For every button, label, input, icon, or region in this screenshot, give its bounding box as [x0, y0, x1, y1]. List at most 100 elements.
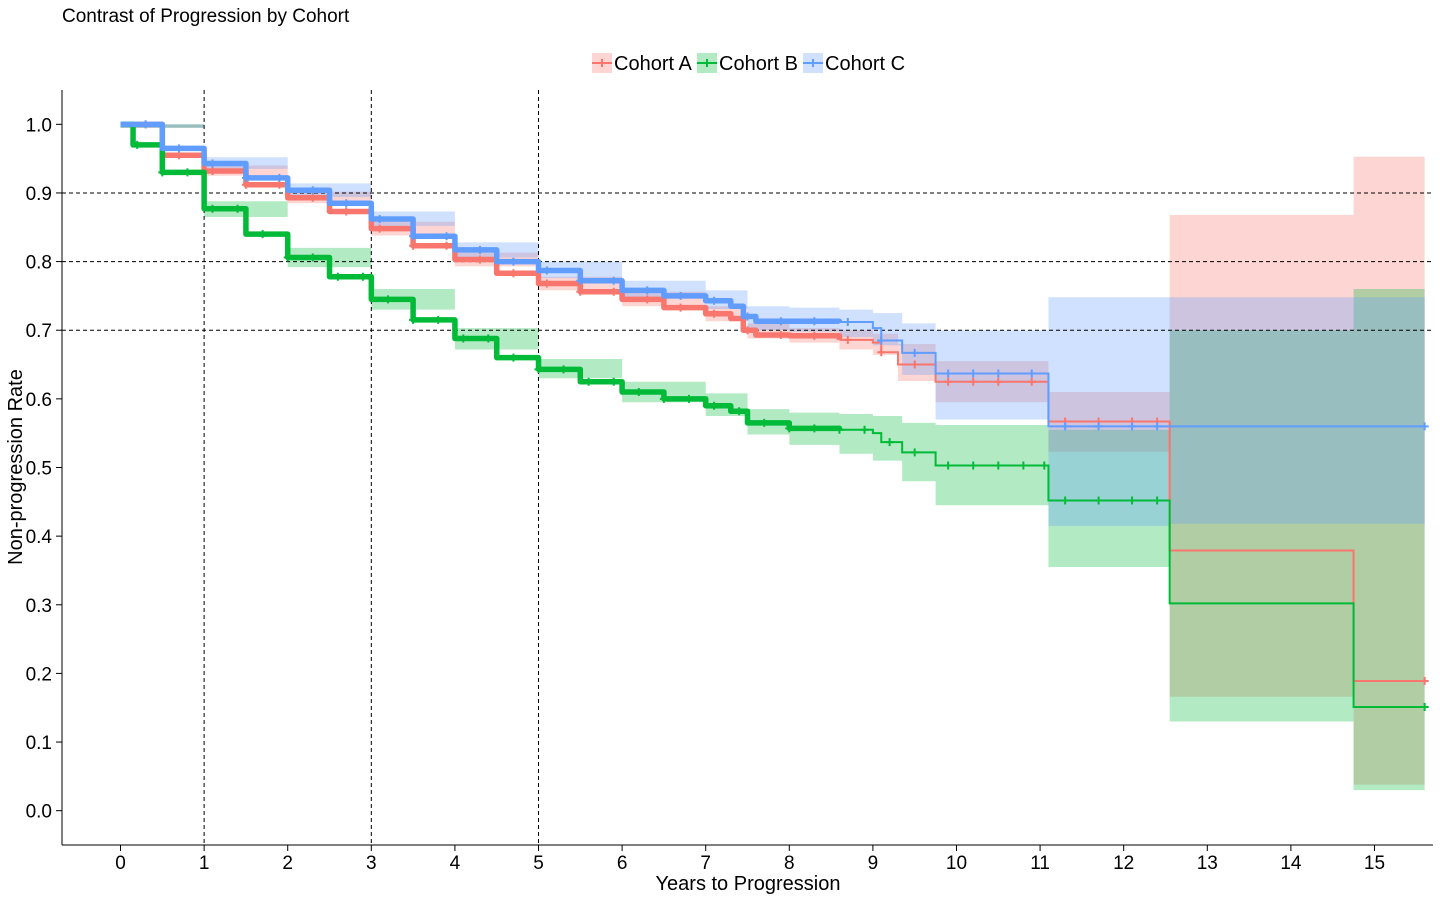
censor-mark: [785, 424, 794, 433]
censor-mark: [743, 326, 752, 335]
y-tick-label: 0.4: [26, 527, 53, 548]
censor-mark: [994, 377, 1003, 386]
censor-mark: [434, 315, 443, 324]
ci-band-cohort-c: [120, 124, 1425, 526]
censor-mark: [208, 166, 217, 175]
y-axis-ticks: 0.0 0.1 0.2 0.3 0.4 0.5 0.6 0.7 0.8 0.9 1.0: [26, 115, 62, 823]
censor-mark: [1019, 461, 1028, 470]
censor-mark: [659, 394, 668, 403]
censor-mark: [534, 365, 543, 374]
censor-mark: [233, 204, 242, 213]
legend-label: Cohort A: [614, 53, 692, 75]
censor-mark: [542, 266, 551, 275]
chart-title: Contrast of Progression by Cohort: [62, 6, 350, 27]
censor-mark: [375, 215, 384, 224]
censor-mark: [877, 348, 886, 357]
censor-mark: [283, 253, 292, 262]
censor-mark: [442, 232, 451, 241]
censor-mark: [475, 245, 484, 254]
x-tick-label: 7: [700, 853, 711, 874]
censor-mark: [910, 360, 919, 369]
censor-mark: [1027, 377, 1036, 386]
y-tick-label: 0.7: [26, 321, 52, 342]
censor-mark: [141, 120, 150, 129]
censor-mark: [576, 276, 585, 285]
censor-mark: [1128, 496, 1137, 505]
censor-mark: [409, 241, 418, 250]
censor-mark: [576, 287, 585, 296]
censor-mark: [409, 315, 418, 324]
x-tick-label: 14: [1280, 853, 1302, 874]
legend-label: Cohort C: [825, 53, 905, 75]
censor-mark: [175, 144, 184, 153]
censor-mark: [175, 151, 184, 160]
censor-mark: [509, 353, 518, 362]
censor-mark: [1420, 703, 1429, 712]
censor-mark: [944, 369, 953, 378]
censor-mark: [1420, 676, 1429, 685]
censor-mark: [308, 253, 317, 262]
censor-mark: [776, 331, 785, 340]
legend-item-cohort-c: Cohort C: [803, 53, 905, 75]
censor-mark: [475, 255, 484, 264]
censor-mark: [509, 269, 518, 278]
censor-mark: [241, 180, 250, 189]
x-tick-label: 6: [617, 853, 628, 874]
censor-mark: [710, 309, 719, 318]
censor-mark: [183, 168, 192, 177]
censor-mark: [1094, 422, 1103, 431]
censor-mark: [810, 424, 819, 433]
censor-mark: [1040, 461, 1049, 470]
x-tick-label: 3: [366, 853, 377, 874]
legend-label: Cohort B: [719, 53, 798, 75]
censor-mark: [609, 287, 618, 296]
censor-mark: [342, 207, 351, 216]
legend-item-cohort-b: Cohort B: [697, 53, 798, 75]
confidence-bands: [120, 124, 1425, 791]
censor-mark: [1094, 496, 1103, 505]
censor-mark: [969, 461, 978, 470]
censor-mark: [609, 377, 618, 386]
censor-mark: [1128, 422, 1137, 431]
censor-mark: [409, 232, 418, 241]
censor-mark: [676, 291, 685, 300]
axes: 0 1 2 3 4 5 6 7 8 9 10 11 12 13 14 15 0.00.10.20.30.40.…: [26, 90, 1433, 874]
censor-mark: [1153, 422, 1162, 431]
x-tick-label: 11: [1030, 853, 1050, 874]
y-tick-label: 0.3: [26, 596, 52, 617]
censor-mark: [559, 365, 568, 374]
x-tick-label: 9: [868, 853, 879, 874]
censor-mark: [384, 295, 393, 304]
y-axis-title: Non-progression Rate: [5, 369, 27, 565]
censor-mark: [208, 159, 217, 168]
y-tick-label: 0.2: [26, 664, 52, 685]
x-tick-label: 13: [1197, 853, 1218, 874]
reference-lines: [62, 90, 1433, 845]
legend-item-cohort-a: Cohort A: [592, 53, 692, 75]
censor-mark: [208, 204, 217, 213]
x-axis-ticks: 0 1 2 3 4 5 6 7 8 9 10 11 12 13 14 15: [115, 845, 1385, 874]
censor-mark: [776, 317, 785, 326]
series-line-cohort-c: [120, 121, 843, 325]
censor-mark: [258, 230, 267, 239]
censor-mark: [760, 418, 769, 427]
censor-marks: [133, 120, 1429, 712]
series-line-cohort-b: [120, 121, 843, 432]
legend-censor-mark: [703, 59, 711, 67]
censor-mark: [584, 377, 593, 386]
censor-mark: [735, 407, 744, 416]
censor-mark: [994, 461, 1003, 470]
y-tick-label: 1.0: [26, 115, 52, 136]
censor-mark: [275, 173, 284, 182]
censor-mark: [944, 377, 953, 386]
censor-mark: [877, 336, 886, 345]
y-tick-label: 0.6: [26, 390, 52, 411]
x-tick-label: 0: [115, 853, 126, 874]
censor-mark: [241, 173, 250, 182]
y-tick-label: 0.9: [26, 184, 52, 205]
censor-mark: [133, 140, 142, 149]
censor-mark: [634, 388, 643, 396]
censor-mark: [969, 377, 978, 386]
